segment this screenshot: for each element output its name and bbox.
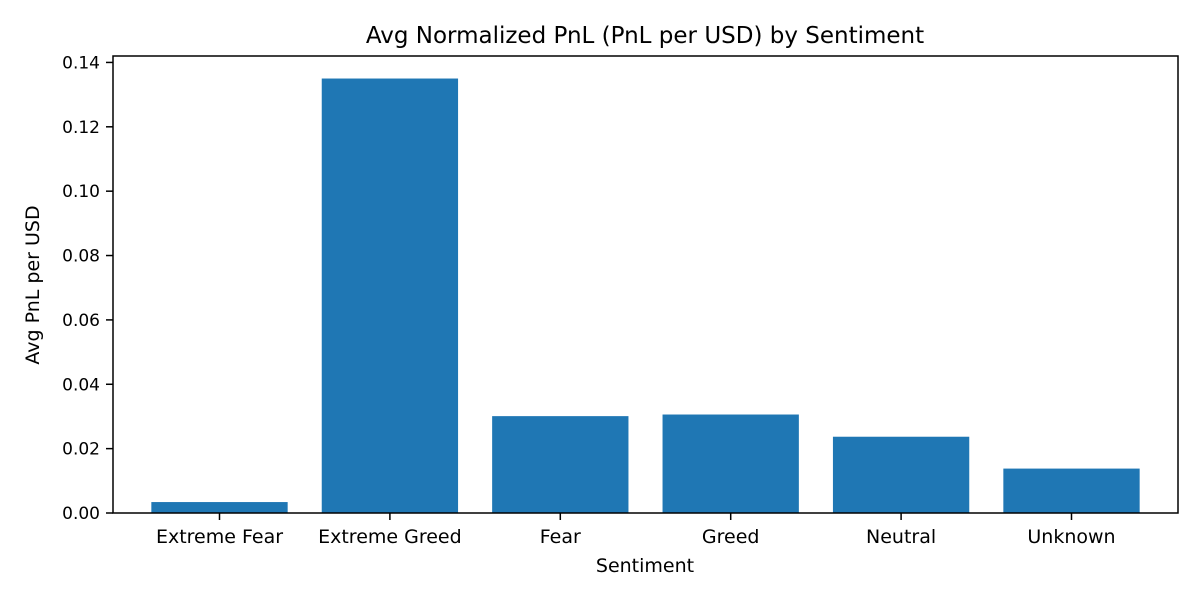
y-tick-label: 0.04 [62,375,100,395]
x-tick-label: Fear [540,526,581,548]
y-tick-label: 0.12 [62,118,100,138]
plot-frame [112,55,1179,514]
x-tick-label: Greed [702,526,760,548]
y-axis-label: Avg PnL per USD [22,205,44,364]
y-tick-label: 0.10 [62,182,100,202]
bar-extreme-fear [151,502,288,513]
x-tick-label: Extreme Greed [318,526,462,548]
bar-extreme-greed [321,78,459,513]
bar-greed [662,414,799,513]
y-tick-label: 0.06 [62,311,100,331]
bars [151,78,1140,513]
y-tick-label: 0.00 [62,504,100,524]
bar-unknown [1003,468,1140,513]
y-tick-label: 0.14 [62,53,100,73]
bar-fear [492,416,629,513]
x-tick-label: Neutral [866,526,936,548]
y-tick-label: 0.02 [62,440,100,460]
x-tick-label: Extreme Fear [156,526,283,548]
y-axis: 0.00 0.02 0.04 0.06 0.08 0.10 0.12 0.14 [62,53,113,524]
x-axis: Extreme Fear Extreme Greed Fear Greed Neutra… [156,513,1116,548]
y-tick-label: 0.08 [62,247,100,267]
bar-neutral [832,436,970,513]
x-axis-label: Sentiment [596,555,694,577]
chart-title: Avg Normalized PnL (PnL per USD) by Sent… [366,23,924,49]
x-tick-label: Unknown [1027,526,1115,548]
